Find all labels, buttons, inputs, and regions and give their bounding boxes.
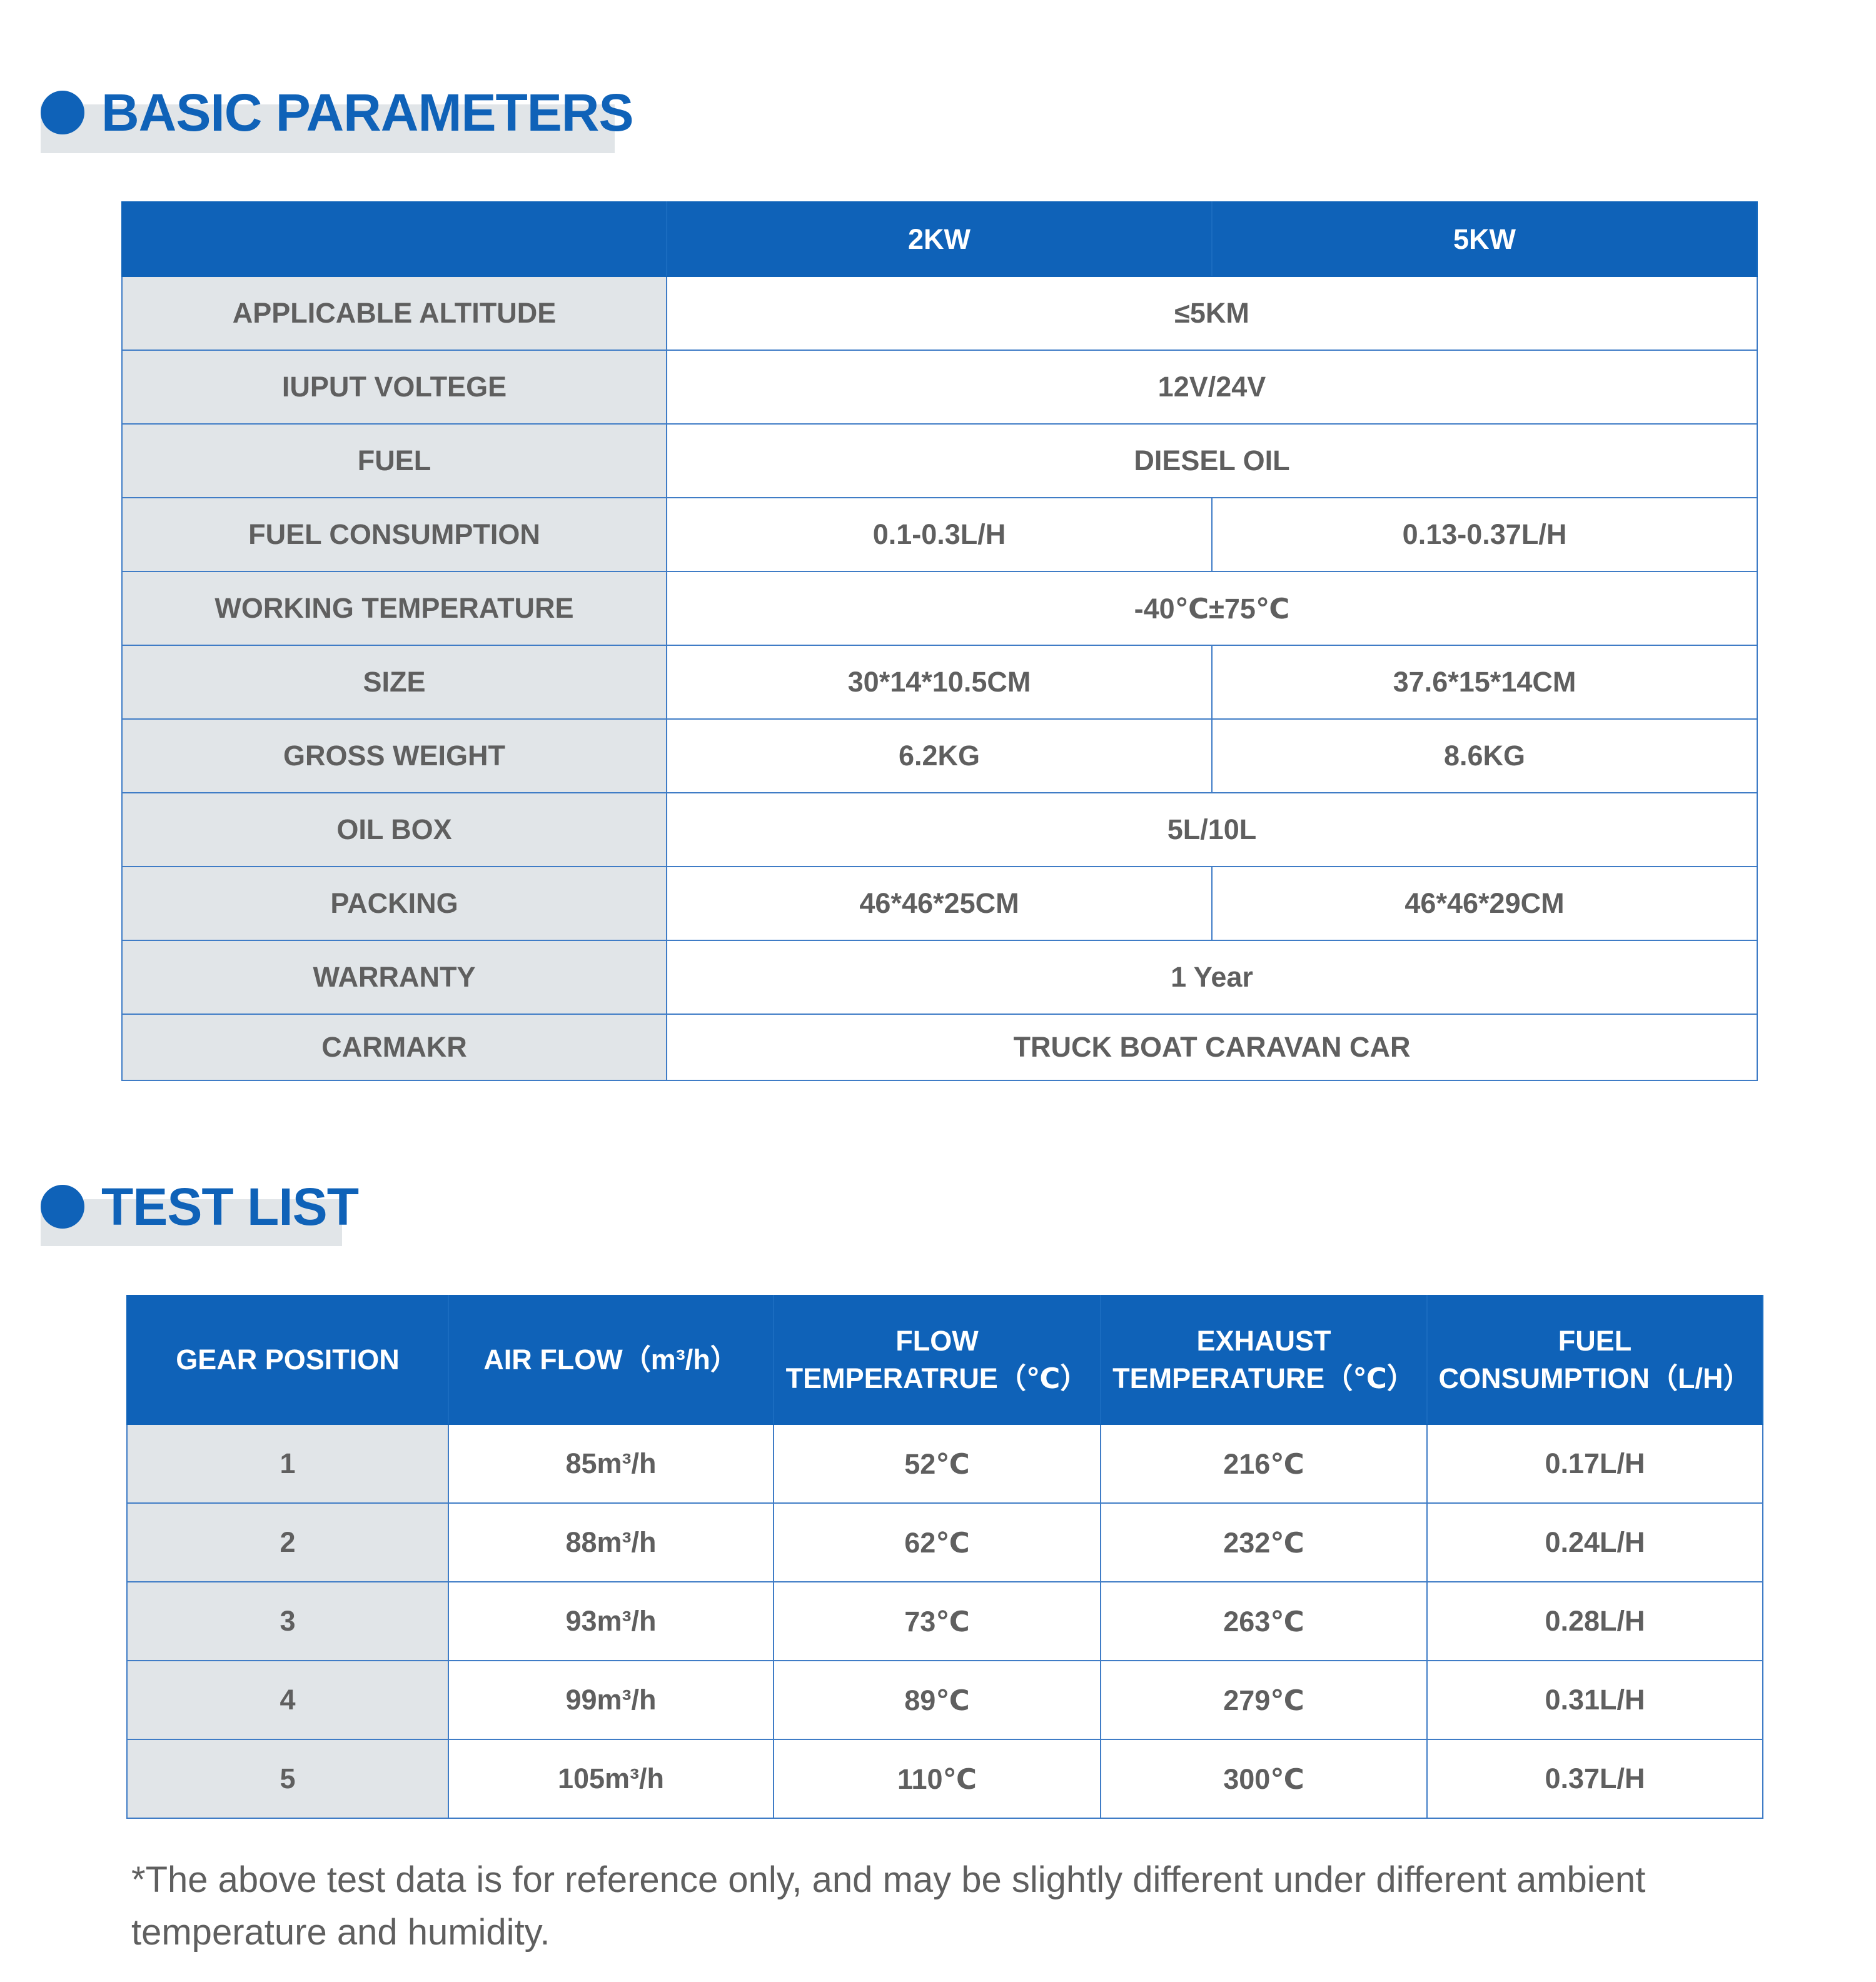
value-cell: 110℃: [773, 1739, 1101, 1819]
row-label: OIL BOX: [121, 792, 667, 867]
header-cell: 5KW: [1211, 201, 1758, 277]
header-cell: FLOW TEMPERATRUE（℃）: [773, 1295, 1101, 1425]
bullet-icon: [41, 1185, 84, 1229]
value-cell: 0.17L/H: [1426, 1424, 1763, 1504]
header-line: AIR FLOW（m³/h）: [483, 1344, 739, 1376]
value-cell: 46*46*29CM: [1211, 866, 1758, 941]
table-row: 4 99m³/h 89℃ 279℃ 0.31L/H: [126, 1660, 1763, 1740]
value-cell: DIESEL OIL: [666, 423, 1758, 498]
header-line: TEMPERATURE（℃）: [1112, 1362, 1415, 1394]
table-row: 2 88m³/h 62℃ 232℃ 0.24L/H: [126, 1502, 1763, 1582]
value-cell: 62℃: [773, 1502, 1101, 1582]
value-cell: 89℃: [773, 1660, 1101, 1740]
row-label: CARMAKR: [121, 1014, 667, 1081]
header-line: GEAR POSITION: [176, 1344, 400, 1376]
row-label: GROSS WEIGHT: [121, 718, 667, 793]
table-row: WORKING TEMPERATURE -40℃±75℃: [121, 571, 1758, 646]
value-cell: 263℃: [1100, 1581, 1428, 1661]
table-row: 5 105m³/h 110℃ 300℃ 0.37L/H: [126, 1739, 1763, 1819]
value-cell: 46*46*25CM: [666, 866, 1213, 941]
table-row: PACKING 46*46*25CM 46*46*29CM: [121, 866, 1758, 941]
row-label: WARRANTY: [121, 940, 667, 1015]
header-line: FLOW: [895, 1325, 979, 1357]
header-cell: FUEL CONSUMPTION（L/H）: [1426, 1295, 1763, 1425]
basic-parameters-table: 2KW 5KW APPLICABLE ALTITUDE ≤5KM IUPUT VOL…: [121, 201, 1758, 1081]
table-row: OIL BOX 5L/10L: [121, 792, 1758, 867]
row-label: APPLICABLE ALTITUDE: [121, 276, 667, 351]
value-cell: -40℃±75℃: [666, 571, 1758, 646]
row-label: SIZE: [121, 645, 667, 720]
section-title: BASIC PARAMETERS: [101, 83, 633, 142]
header-cell: EXHAUST TEMPERATURE（℃）: [1100, 1295, 1428, 1425]
value-cell: 105m³/h: [448, 1739, 774, 1819]
row-label: IUPUT VOLTEGE: [121, 350, 667, 425]
table-row: 3 93m³/h 73℃ 263℃ 0.28L/H: [126, 1581, 1763, 1661]
value-cell: 8.6KG: [1211, 718, 1758, 793]
table-row: GROSS WEIGHT 6.2KG 8.6KG: [121, 718, 1758, 793]
header-cell: GEAR POSITION: [126, 1295, 449, 1425]
value-cell: 0.37L/H: [1426, 1739, 1763, 1819]
table-row: FUEL DIESEL OIL: [121, 423, 1758, 498]
row-label: WORKING TEMPERATURE: [121, 571, 667, 646]
gear-cell: 1: [126, 1424, 449, 1504]
row-label: PACKING: [121, 866, 667, 941]
value-cell: 300℃: [1100, 1739, 1428, 1819]
table-row: CARMAKR TRUCK BOAT CARAVAN CAR: [121, 1014, 1758, 1081]
header-line: TEMPERATRUE（℃）: [785, 1362, 1089, 1394]
table-row: IUPUT VOLTEGE 12V/24V: [121, 350, 1758, 425]
value-cell: 99m³/h: [448, 1660, 774, 1740]
gear-cell: 4: [126, 1660, 449, 1740]
table-header-row: 2KW 5KW: [121, 201, 1758, 277]
gear-cell: 3: [126, 1581, 449, 1661]
table-header-row: GEAR POSITION AIR FLOW（m³/h） FLOW TEMPERATR…: [126, 1295, 1763, 1425]
heading-background: [41, 1199, 342, 1246]
value-cell: 0.28L/H: [1426, 1581, 1763, 1661]
table-row: 1 85m³/h 52℃ 216℃ 0.17L/H: [126, 1424, 1763, 1504]
header-line: FUEL: [1558, 1325, 1632, 1357]
test-list-table: GEAR POSITION AIR FLOW（m³/h） FLOW TEMPERATR…: [126, 1295, 1763, 1819]
value-cell: 85m³/h: [448, 1424, 774, 1504]
value-cell: 52℃: [773, 1424, 1101, 1504]
header-cell: AIR FLOW（m³/h）: [448, 1295, 774, 1425]
value-cell: 30*14*10.5CM: [666, 645, 1213, 720]
gear-cell: 5: [126, 1739, 449, 1819]
table-row: WARRANTY 1 Year: [121, 940, 1758, 1015]
value-cell: ≤5KM: [666, 276, 1758, 351]
header-cell: [121, 201, 667, 277]
header-line: CONSUMPTION（L/H）: [1438, 1362, 1752, 1394]
row-label: FUEL CONSUMPTION: [121, 497, 667, 572]
heading-background: [41, 104, 615, 153]
value-cell: 216℃: [1100, 1424, 1428, 1504]
row-label: FUEL: [121, 423, 667, 498]
value-cell: 0.1-0.3L/H: [666, 497, 1213, 572]
bullet-icon: [41, 91, 84, 134]
value-cell: 279℃: [1100, 1660, 1428, 1740]
value-cell: 232℃: [1100, 1502, 1428, 1582]
value-cell: 0.24L/H: [1426, 1502, 1763, 1582]
value-cell: 6.2KG: [666, 718, 1213, 793]
value-cell: 37.6*15*14CM: [1211, 645, 1758, 720]
value-cell: 88m³/h: [448, 1502, 774, 1582]
table-row: FUEL CONSUMPTION 0.1-0.3L/H 0.13-0.37L/H: [121, 497, 1758, 572]
value-cell: 73℃: [773, 1581, 1101, 1661]
value-cell: TRUCK BOAT CARAVAN CAR: [666, 1014, 1758, 1081]
header-cell: 2KW: [666, 201, 1213, 277]
table-row: SIZE 30*14*10.5CM 37.6*15*14CM: [121, 645, 1758, 720]
value-cell: 0.31L/H: [1426, 1660, 1763, 1740]
value-cell: 0.13-0.37L/H: [1211, 497, 1758, 572]
value-cell: 1 Year: [666, 940, 1758, 1015]
footnote: *The above test data is for reference on…: [131, 1859, 1646, 1953]
section-title: TEST LIST: [101, 1177, 359, 1236]
value-cell: 12V/24V: [666, 350, 1758, 425]
gear-cell: 2: [126, 1502, 449, 1582]
header-line: EXHAUST: [1196, 1325, 1331, 1357]
value-cell: 93m³/h: [448, 1581, 774, 1661]
value-cell: 5L/10L: [666, 792, 1758, 867]
table-row: APPLICABLE ALTITUDE ≤5KM: [121, 276, 1758, 351]
